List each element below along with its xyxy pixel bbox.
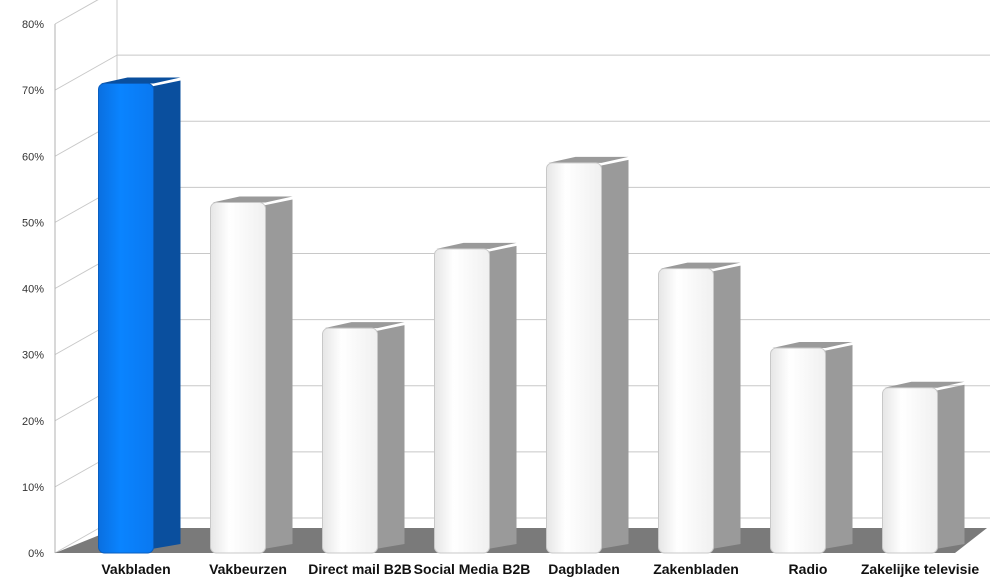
bar-front: [434, 248, 490, 554]
y-tick-label: 50%: [22, 217, 44, 229]
bar-front: [546, 162, 602, 554]
y-tick-label: 70%: [22, 85, 44, 97]
bar-3: [434, 242, 517, 554]
bar-front: [882, 387, 938, 554]
bar-top: [772, 342, 853, 349]
bar-side: [823, 345, 853, 549]
bar-side: [599, 159, 629, 550]
gridline-diagonal: [54, 0, 99, 25]
x-category-label: Vakbladen: [101, 561, 170, 577]
bar-side: [151, 80, 181, 549]
bar-front: [98, 83, 154, 554]
bar-front: [770, 347, 826, 554]
y-tick-label: 20%: [22, 416, 44, 428]
bar-front: [658, 268, 714, 554]
x-category-label: Zakenbladen: [653, 561, 739, 577]
bar-top: [660, 262, 741, 269]
y-tick-label: 80%: [22, 19, 44, 31]
bar-top: [324, 322, 405, 329]
y-axis-ticks: 0% 10% 20% 30% 40% 50% 60% 70% 80%: [22, 19, 44, 560]
bar-4: [546, 156, 629, 554]
bar-side: [935, 384, 965, 549]
bar-top: [100, 77, 181, 84]
x-category-label: Vakbeurzen: [209, 561, 287, 577]
y-tick-label: 30%: [22, 350, 44, 362]
bar-5: [658, 262, 741, 554]
x-category-label: Direct mail B2B: [308, 561, 411, 577]
bar-top: [212, 196, 293, 203]
x-axis-categories: Vakbladen Vakbeurzen Direct mail B2B Social…: [101, 561, 979, 577]
gridline-diagonal: [54, 54, 118, 91]
bar-6: [770, 342, 853, 554]
y-tick-label: 10%: [22, 482, 44, 494]
x-category-label: Social Media B2B: [414, 561, 531, 577]
y-tick-label: 40%: [22, 284, 44, 296]
bar-2: [322, 322, 405, 554]
bar-side: [263, 199, 293, 549]
y-tick-label: 60%: [22, 151, 44, 163]
bar-side: [487, 245, 517, 549]
bar-0: [98, 77, 181, 554]
bar-side: [711, 265, 741, 549]
bar-7: [882, 381, 965, 554]
bar-front: [210, 202, 266, 554]
bars-group: [98, 77, 965, 554]
bar-top: [436, 242, 517, 249]
y-tick-label: 0%: [28, 548, 44, 560]
bar-side: [375, 325, 405, 549]
bar-front: [322, 327, 378, 554]
bar-top: [884, 381, 965, 388]
bar-1: [210, 196, 293, 554]
x-category-label: Radio: [789, 561, 828, 577]
x-category-label: Dagbladen: [548, 561, 620, 577]
bar-top: [548, 156, 629, 163]
x-category-label: Zakelijke televisie: [861, 561, 980, 577]
